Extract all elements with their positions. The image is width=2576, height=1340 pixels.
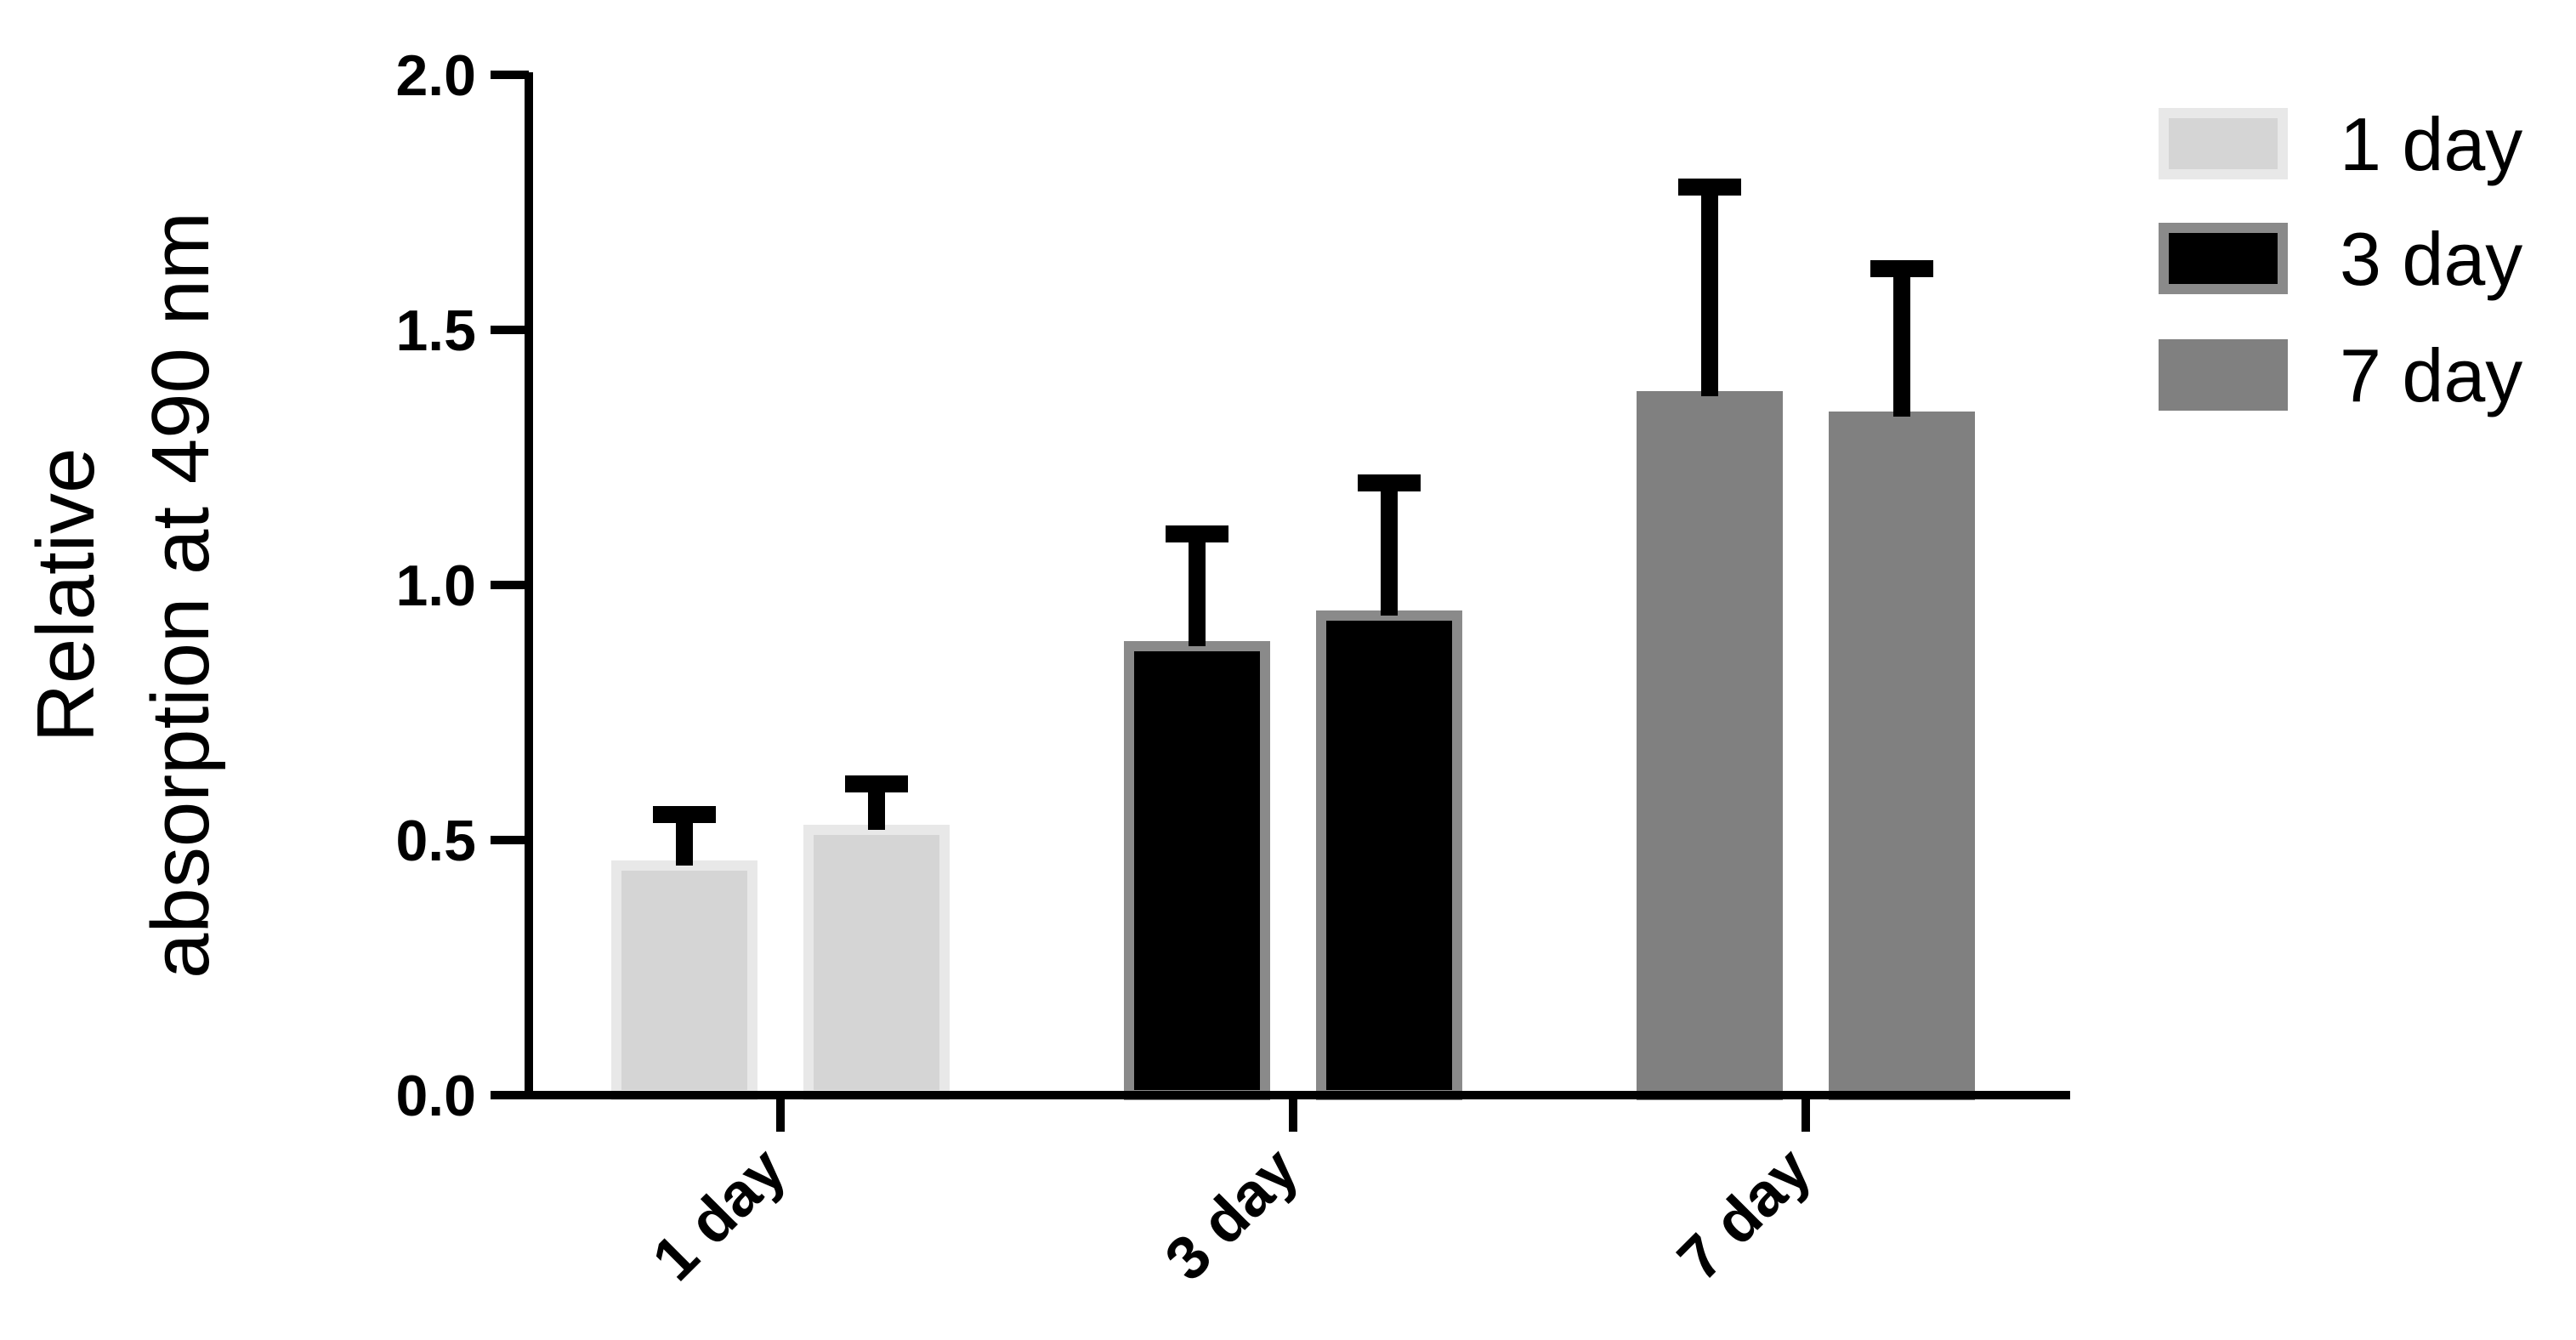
bar-2-1 bbox=[1124, 641, 1270, 1100]
y-axis-title-line-2: absorption at 490 nm bbox=[135, 212, 226, 979]
y-tick-label: 2.0 bbox=[395, 43, 476, 108]
y-tick-label: 0.0 bbox=[395, 1064, 476, 1128]
x-category-label: 7 day bbox=[1665, 1135, 1824, 1294]
legend-swatch-3 bbox=[2159, 339, 2288, 411]
y-axis-title-line-1: Relative bbox=[20, 448, 111, 743]
legend: 1 day 3 day 7 day bbox=[2159, 102, 2522, 417]
plot-area: 0.0 0.5 1.0 1.5 2.0 1 day 3 day 7 day bbox=[395, 43, 2070, 1294]
legend-label-1: 1 day bbox=[2340, 102, 2522, 186]
y-tick-label: 0.5 bbox=[395, 809, 476, 873]
bar-3-1 bbox=[1637, 391, 1783, 1100]
legend-label-2: 3 day bbox=[2340, 217, 2522, 301]
x-category-label: 1 day bbox=[640, 1135, 799, 1294]
legend-swatch-1 bbox=[2159, 108, 2288, 179]
y-tick-label: 1.5 bbox=[395, 298, 476, 363]
bar-3-2 bbox=[1829, 412, 1975, 1100]
legend-label-3: 7 day bbox=[2340, 333, 2522, 417]
y-tick-label: 1.0 bbox=[395, 554, 476, 618]
bar-1-2 bbox=[803, 825, 950, 1100]
y-axis-title: Relative absorption at 490 nm bbox=[20, 212, 226, 979]
bar-1-1 bbox=[611, 860, 757, 1100]
bar-2-2 bbox=[1316, 610, 1462, 1100]
legend-swatch-2 bbox=[2159, 223, 2288, 294]
x-category-label: 3 day bbox=[1153, 1135, 1312, 1294]
